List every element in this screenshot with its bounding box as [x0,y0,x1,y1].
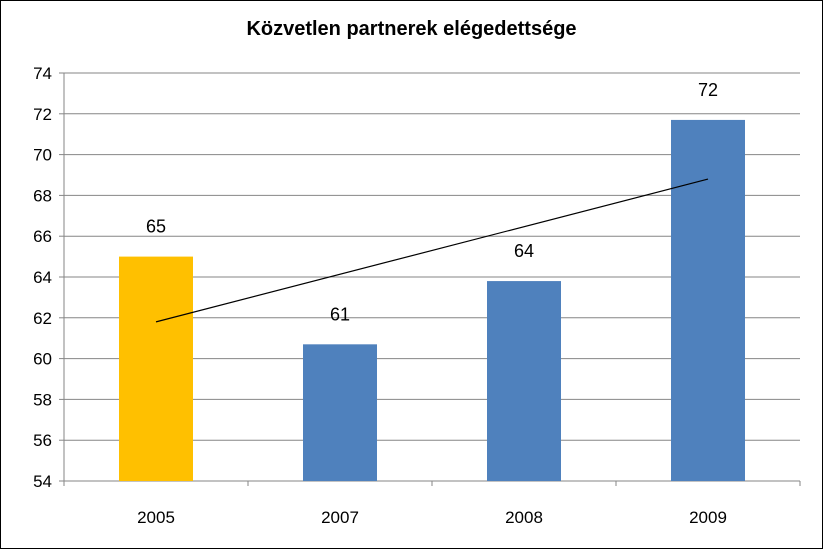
bar-2007 [303,344,377,481]
y-tick-label: 64 [33,268,52,287]
data-label-2009: 72 [698,80,718,100]
x-tick-label-2009: 2009 [689,508,727,527]
data-label-2008: 64 [514,241,534,261]
y-tick-label: 62 [33,309,52,328]
bar-2008 [487,281,561,481]
y-tick-label: 60 [33,350,52,369]
y-tick-label: 68 [33,186,52,205]
data-label-2007: 61 [330,304,350,324]
data-label-2005: 65 [146,217,166,237]
x-tick-label-2008: 2008 [505,508,543,527]
y-tick-label: 74 [33,64,52,83]
y-tick-label: 58 [33,390,52,409]
bar-2005 [119,256,193,481]
bar-2009 [671,119,745,482]
trendline [155,178,709,323]
y-tick-label: 70 [33,146,52,165]
x-tick-label-2007: 2007 [321,508,359,527]
y-tick-label: 66 [33,227,52,246]
y-tick-label: 54 [33,472,52,491]
x-tick-label-2005: 2005 [137,508,175,527]
y-tick-label: 56 [33,431,52,450]
y-tick-label: 72 [33,105,52,124]
chart-title: Közvetlen partnerek elégedettsége [246,18,577,40]
